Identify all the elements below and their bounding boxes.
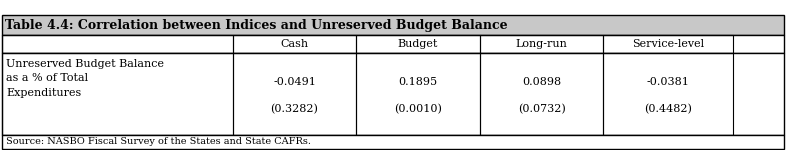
Bar	[2, 35, 233, 53]
Text: Table 4.4: Correlation between Indices and Unreserved Budget Balance: Table 4.4: Correlation between Indices a…	[5, 18, 508, 32]
Text: Service-level: Service-level	[632, 39, 704, 49]
Text: (0.0010): (0.0010)	[394, 104, 442, 114]
Text: (0.0732): (0.0732)	[518, 104, 565, 114]
Text: Cash: Cash	[281, 39, 309, 49]
Bar	[479, 53, 604, 135]
Bar	[356, 35, 479, 53]
Bar	[356, 53, 479, 135]
Text: Long-run: Long-run	[516, 39, 567, 49]
Text: (0.3282): (0.3282)	[270, 104, 318, 114]
Text: 0.1895: 0.1895	[399, 77, 438, 87]
Bar	[2, 35, 784, 53]
Text: 0.0898: 0.0898	[522, 77, 561, 87]
Bar	[233, 53, 356, 135]
Text: (0.4482): (0.4482)	[645, 104, 692, 114]
Bar	[2, 15, 784, 35]
Bar	[2, 135, 784, 149]
Text: -0.0491: -0.0491	[273, 77, 316, 87]
Text: Unreserved Budget Balance
as a % of Total
Expenditures: Unreserved Budget Balance as a % of Tota…	[6, 59, 164, 98]
Text: -0.0381: -0.0381	[647, 77, 689, 87]
Bar	[2, 53, 784, 135]
Bar	[2, 53, 233, 135]
Bar	[479, 35, 604, 53]
Bar	[604, 53, 733, 135]
Text: Budget: Budget	[398, 39, 439, 49]
Bar	[233, 35, 356, 53]
Bar	[604, 35, 733, 53]
Text: Source: NASBO Fiscal Survey of the States and State CAFRs.: Source: NASBO Fiscal Survey of the State…	[6, 138, 311, 147]
